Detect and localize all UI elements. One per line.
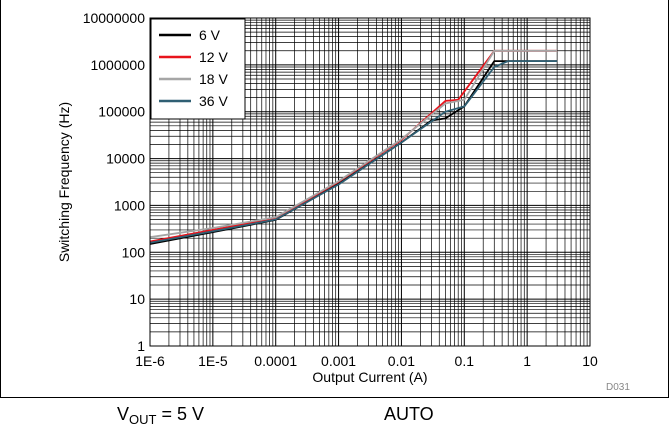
series-lines [149, 49, 558, 245]
legend: 6 V 12 V 18 V 36 V [150, 18, 246, 120]
x-tick-label: 0.01 [388, 353, 415, 369]
x-tick-labels: 1E-6 1E-5 0.0001 0.001 0.01 0.1 1 10 [135, 353, 598, 369]
vout-prefix: V [117, 404, 130, 424]
x-tick-label: 0.0001 [254, 353, 297, 369]
legend-entry: 36 V [199, 93, 228, 109]
legend-entry: 18 V [199, 71, 228, 87]
figure-frame [0, 0, 669, 398]
y-tick-label: 100 [122, 244, 146, 260]
y-tick-label: 10000 [106, 151, 145, 167]
y-tick-label: 1000000 [90, 57, 145, 73]
y-tick-label: 1000 [114, 197, 145, 213]
x-tick-label: 1E-5 [198, 353, 228, 369]
x-tick-label: 0.1 [455, 353, 475, 369]
plot-area [149, 17, 591, 347]
vout-subscript: OUT [129, 412, 157, 427]
x-axis-label: Output Current (A) [312, 369, 427, 385]
y-tick-label: 10 [129, 291, 145, 307]
vout-caption: VOUT = 5 V [117, 404, 204, 427]
y-tick-label: 10000000 [83, 10, 146, 26]
legend-entry: 12 V [199, 49, 228, 65]
y-tick-label: 1 [137, 338, 145, 354]
y-tick-labels: 1 10 100 1000 10000 100000 1000000 10000000 [83, 10, 146, 354]
x-tick-label: 1E-6 [135, 353, 165, 369]
vout-value: = 5 V [156, 404, 204, 424]
mode-caption: AUTO [384, 404, 434, 424]
series-line-3 [149, 49, 558, 239]
y-tick-label: 100000 [98, 104, 145, 120]
legend-entry: 6 V [199, 27, 221, 43]
x-tick-label: 10 [582, 353, 598, 369]
x-tick-label: 1 [523, 353, 531, 369]
figure-code: D031 [606, 382, 630, 393]
y-axis-label: Switching Frequency (Hz) [56, 102, 72, 262]
series-line-4 [149, 60, 558, 244]
x-tick-label: 0.001 [321, 353, 356, 369]
